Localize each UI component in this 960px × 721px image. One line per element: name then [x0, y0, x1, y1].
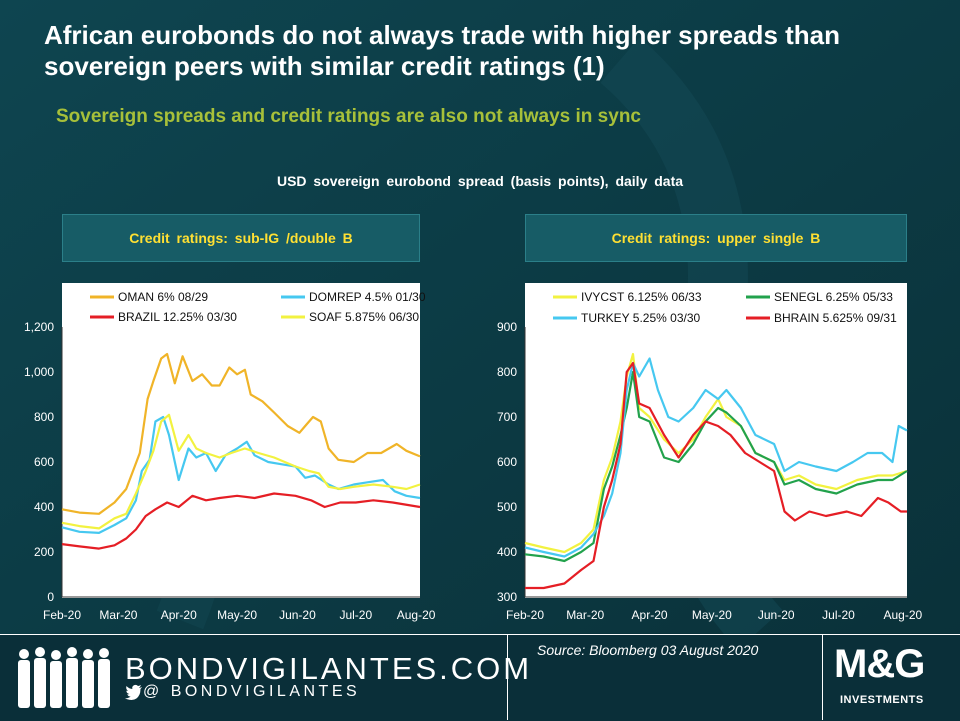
logo-text: M&G [834, 642, 925, 686]
legend-label: IVYCST 6.125% 06/33 [581, 290, 702, 304]
x-tick-label: Jun-20 [279, 608, 316, 622]
x-tick-label: Jun-20 [758, 608, 795, 622]
people-silhouettes-icon [18, 647, 110, 708]
y-tick-label: 600 [497, 455, 517, 469]
x-tick-label: May-20 [692, 608, 732, 622]
footer-divider [507, 634, 508, 720]
twitter-icon [125, 684, 142, 700]
page-title: African eurobonds do not always trade wi… [44, 20, 841, 81]
x-tick-label: Feb-20 [43, 608, 81, 622]
chart-area [62, 283, 420, 598]
y-tick-label: 1,200 [24, 320, 54, 334]
y-tick-label: 700 [497, 410, 517, 424]
series-line [61, 352, 421, 515]
x-tick-label: Jul-20 [822, 608, 855, 622]
legend-label: BRAZIL 12.25% 03/30 [118, 310, 237, 324]
y-tick-label: 500 [497, 500, 517, 514]
y-tick-label: 300 [497, 590, 517, 604]
y-tick-label: 900 [497, 320, 517, 334]
source-note: Source: Bloomberg 03 August 2020 [537, 642, 759, 658]
series-line [61, 492, 421, 550]
series-line [524, 370, 908, 563]
x-tick-label: Apr-20 [161, 608, 197, 622]
y-tick-label: 0 [47, 590, 54, 604]
legend-label: DOMREP 4.5% 01/30 [309, 290, 426, 304]
x-tick-label: Mar-20 [99, 608, 137, 622]
y-tick-label: 600 [34, 455, 54, 469]
page-subtitle: Sovereign spreads and credit ratings are… [56, 106, 641, 127]
logo-subtext: INVESTMENTS [840, 694, 924, 706]
y-tick-label: 200 [34, 545, 54, 559]
footer [0, 634, 960, 721]
twitter-handle[interactable]: @ BONDVIGILANTES [143, 683, 361, 700]
y-tick-label: 1,000 [24, 365, 54, 379]
legend-label: SOAF 5.875% 06/30 [309, 310, 419, 324]
series-line [61, 413, 421, 530]
footer-divider-logo [822, 634, 823, 720]
y-tick-label: 800 [34, 410, 54, 424]
legend-label: SENEGL 6.25% 05/33 [774, 290, 893, 304]
series-line [524, 357, 908, 558]
y-tick-label: 800 [497, 365, 517, 379]
left-panel-label-text: Credit ratings: sub-IG /double B [129, 230, 353, 246]
brand-name[interactable]: BONDVIGILANTES.COM [125, 651, 533, 686]
x-tick-label: Jul-20 [339, 608, 372, 622]
y-tick-label: 400 [34, 500, 54, 514]
legend-label: TURKEY 5.25% 03/30 [581, 311, 701, 325]
right-panel-label-text: Credit ratings: upper single B [611, 230, 821, 246]
charts-caption: USD sovereign eurobond spread (basis poi… [276, 173, 684, 189]
x-tick-label: Mar-20 [566, 608, 604, 622]
legend-label: OMAN 6% 08/29 [118, 290, 208, 304]
series-line [524, 352, 908, 554]
left-panel-label: Credit ratings: sub-IG /double B [62, 214, 420, 262]
right-panel-label: Credit ratings: upper single B [525, 214, 907, 262]
x-tick-label: Feb-20 [506, 608, 544, 622]
x-tick-label: Aug-20 [883, 608, 922, 622]
y-tick-label: 400 [497, 545, 517, 559]
series-line [525, 361, 907, 590]
x-tick-label: Aug-20 [397, 608, 436, 622]
legend-label: BHRAIN 5.625% 09/31 [774, 311, 897, 325]
mg-logo: M&G INVESTMENTS [828, 640, 952, 716]
x-tick-label: Apr-20 [632, 608, 668, 622]
x-tick-label: May-20 [217, 608, 257, 622]
